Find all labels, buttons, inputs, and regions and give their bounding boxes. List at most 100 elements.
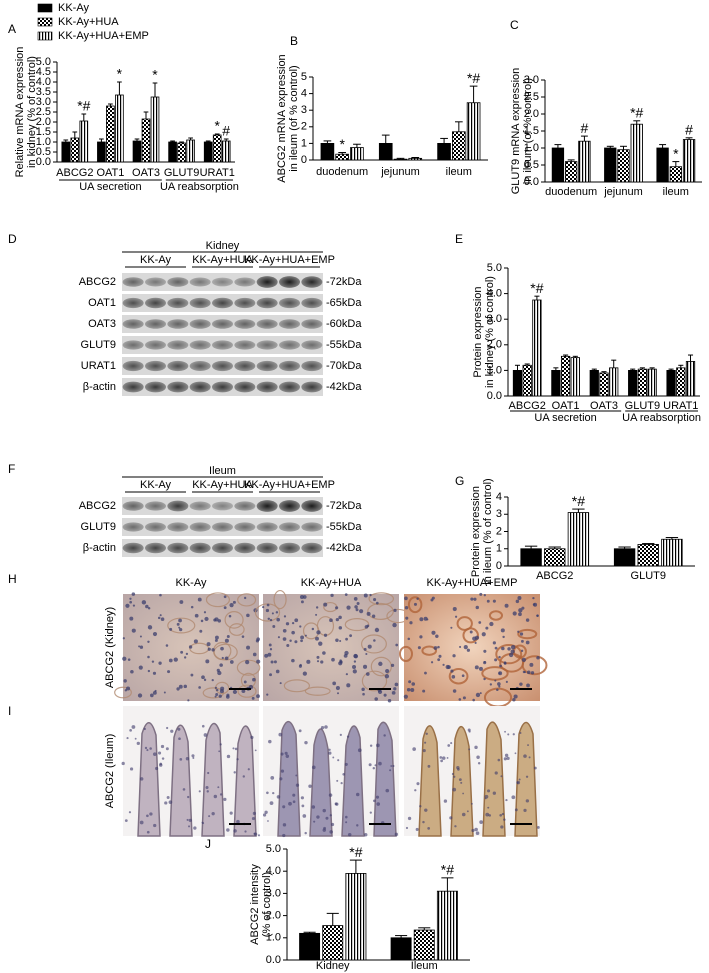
error-bar — [179, 141, 184, 143]
y-tick-label: 1.5 — [36, 126, 51, 138]
blot-band — [189, 522, 211, 532]
nucleus — [376, 802, 381, 806]
nucleus — [168, 658, 173, 663]
micrograph — [262, 706, 399, 838]
nucleus — [201, 675, 205, 680]
nucleus — [525, 618, 530, 622]
y-tick-label: 3 — [496, 508, 502, 520]
nucleus — [438, 654, 442, 658]
blot-band — [189, 319, 211, 329]
nucleus — [489, 683, 493, 686]
bar — [320, 142, 335, 161]
blot-group-label: KK-Ay+HUA — [192, 479, 253, 491]
nucleus — [267, 652, 272, 657]
significance-label: * — [214, 118, 220, 134]
nucleus — [176, 622, 180, 626]
nucleus — [285, 754, 290, 759]
nucleus — [486, 599, 490, 603]
nucleus — [487, 806, 490, 809]
blot-band — [212, 297, 233, 309]
blot-band — [189, 381, 211, 393]
panel-label: B — [290, 34, 298, 48]
nucleus — [518, 608, 523, 613]
blot-size-label: -72kDa — [326, 500, 362, 512]
nucleus — [422, 689, 426, 693]
error-bar — [554, 144, 562, 148]
error-bar — [395, 935, 408, 938]
blot-band — [189, 297, 211, 309]
y-tick-label: 4.0 — [36, 76, 51, 88]
bar — [322, 925, 344, 961]
nucleus — [427, 764, 431, 768]
nucleus — [266, 791, 269, 795]
bar — [666, 369, 676, 397]
error-bar — [524, 545, 538, 549]
nucleus — [316, 815, 320, 819]
blot-band — [234, 381, 256, 393]
error-bar — [381, 134, 390, 144]
nucleus — [472, 698, 475, 702]
nucleus — [334, 802, 338, 806]
y-tick-label: 5.0 — [487, 262, 502, 274]
blot-band — [145, 277, 166, 287]
nucleus — [146, 830, 150, 834]
nucleus — [494, 679, 497, 682]
nucleus — [138, 645, 141, 648]
legend-label: KK-Ay+HUA+EMP — [58, 30, 149, 42]
nucleus — [192, 757, 195, 760]
blot-size-label: -60kDa — [326, 318, 362, 330]
nucleus — [502, 635, 505, 639]
nucleus — [178, 626, 181, 629]
nucleus — [355, 792, 360, 797]
blot-band — [212, 340, 233, 350]
nucleus — [389, 769, 392, 772]
y-axis-label: in kidney (% of control) — [484, 276, 496, 388]
nucleus — [129, 600, 132, 604]
bar — [437, 142, 451, 161]
error-bar — [591, 368, 597, 371]
nucleus — [365, 652, 368, 656]
bar — [637, 368, 648, 397]
blot-band — [256, 360, 278, 372]
nucleus — [437, 645, 440, 649]
nucleus — [466, 810, 469, 813]
nucleus — [224, 638, 229, 643]
x-tick-label: jejunum — [380, 166, 420, 178]
blot-band — [122, 381, 144, 393]
micrograph — [121, 706, 261, 837]
nucleus — [378, 661, 383, 667]
tubule — [167, 617, 196, 634]
nucleus — [433, 646, 438, 650]
nucleus — [236, 819, 240, 824]
x-tick-label: URAT1 — [200, 167, 235, 179]
nucleus — [188, 825, 191, 828]
bar — [436, 890, 458, 961]
nucleus — [147, 669, 151, 673]
blot-band — [167, 340, 189, 350]
nucleus — [353, 597, 358, 601]
nucleus — [295, 783, 300, 787]
nucleus — [188, 818, 192, 822]
bar — [335, 153, 349, 161]
bar — [661, 538, 683, 567]
blot-band — [301, 381, 323, 393]
nucleus — [139, 645, 144, 649]
nucleus — [252, 652, 257, 657]
nucleus — [529, 662, 534, 667]
nucleus — [514, 808, 518, 812]
nucleus — [300, 635, 305, 640]
tubule — [344, 617, 370, 632]
nucleus — [513, 694, 518, 699]
error-bar — [572, 355, 578, 358]
nucleus — [385, 788, 390, 793]
bar — [132, 140, 142, 163]
nucleus — [311, 765, 316, 770]
error-bar — [678, 364, 684, 368]
nucleus — [147, 607, 151, 610]
nucleus — [127, 658, 131, 661]
nucleus — [270, 660, 274, 664]
blot-band — [167, 542, 189, 554]
nucleus — [468, 748, 471, 751]
x-tick-label: ABCG2 — [536, 570, 573, 582]
nucleus — [128, 811, 132, 814]
